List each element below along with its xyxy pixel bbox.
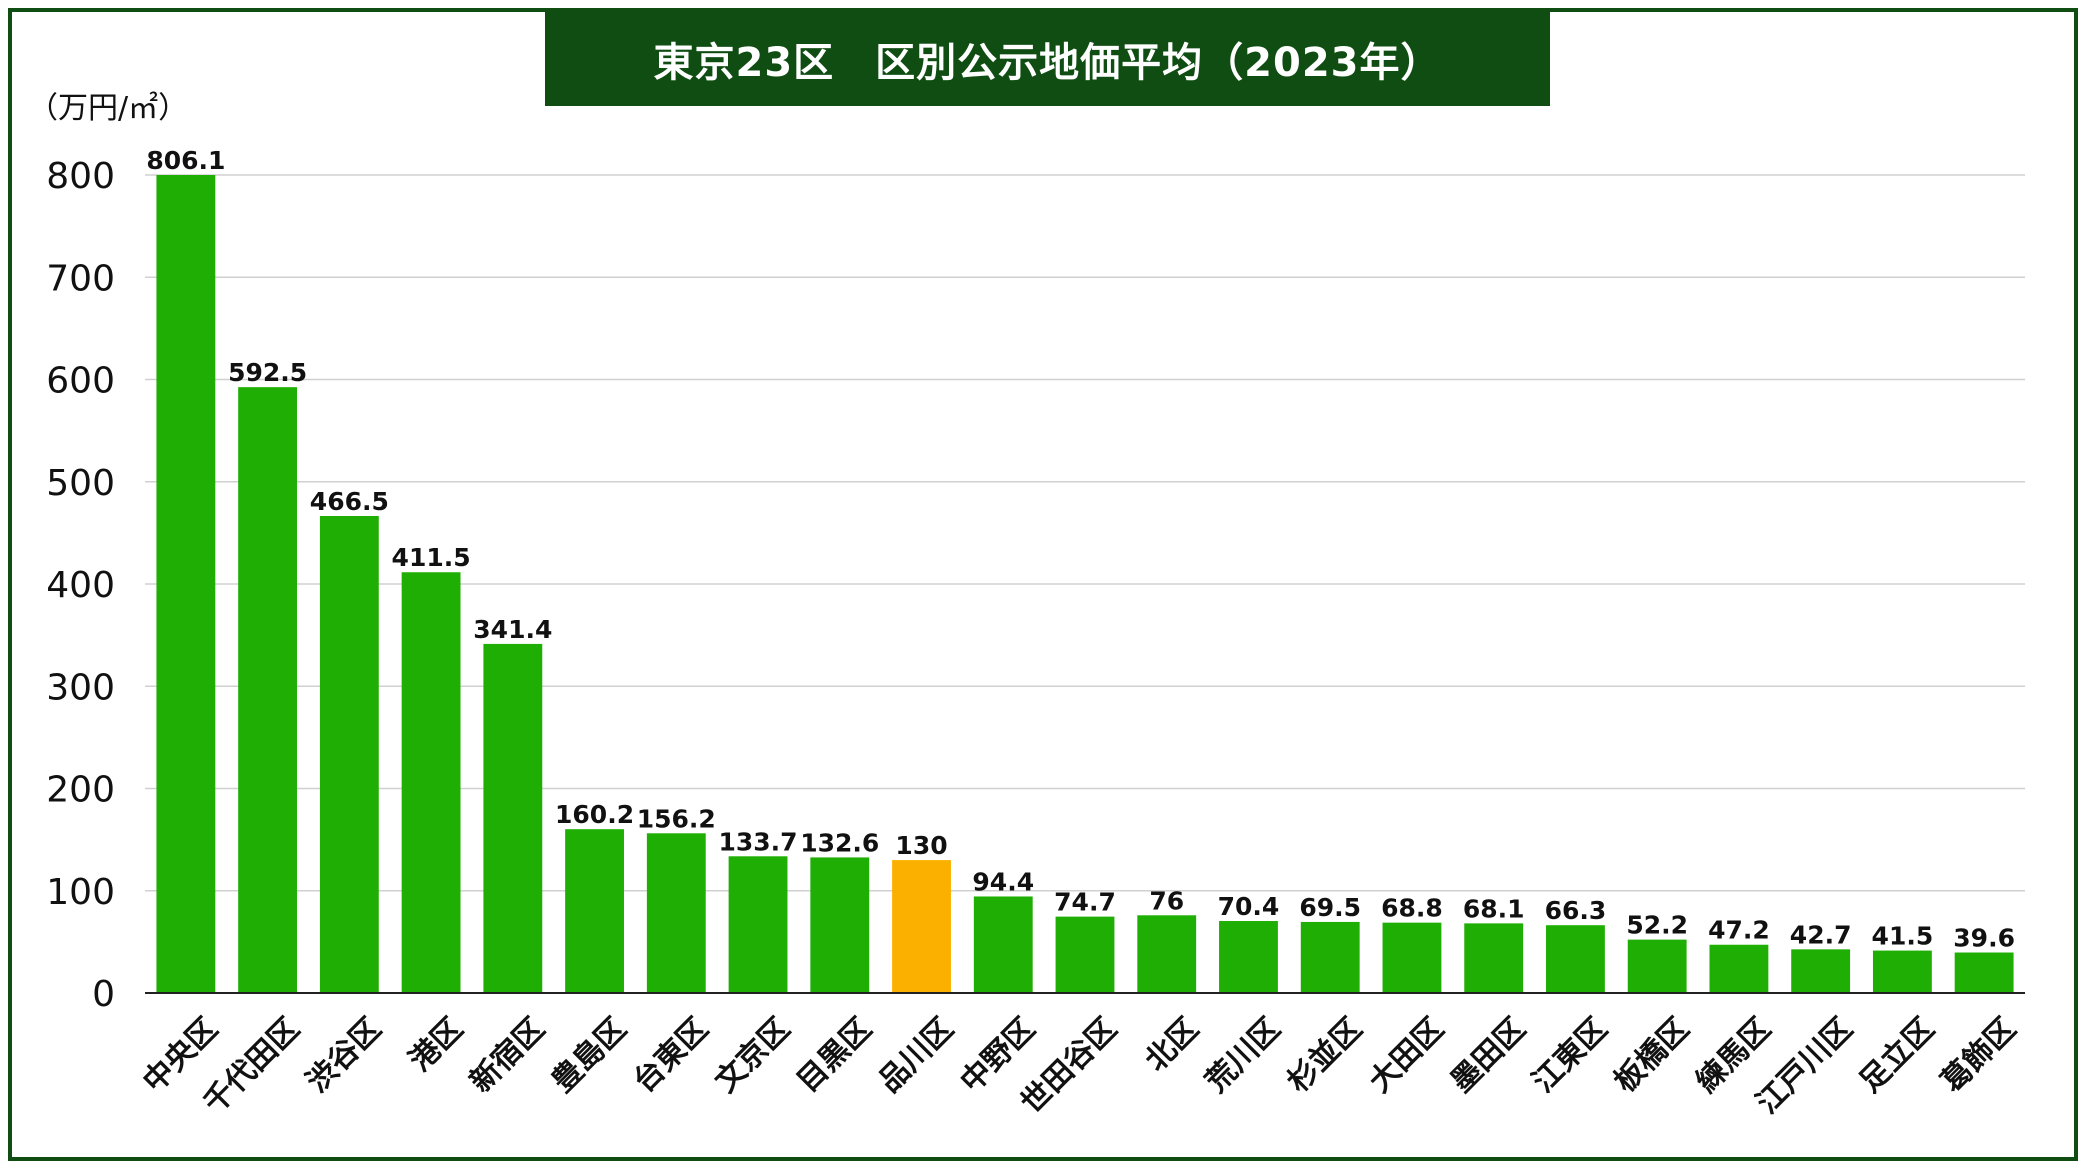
bar-2	[319, 516, 379, 993]
data-label: 66.3	[1545, 896, 1607, 925]
bar-6	[646, 833, 706, 993]
data-label: 411.5	[392, 543, 471, 572]
bar-8	[810, 857, 870, 993]
bar-12	[1137, 915, 1197, 993]
bar-16	[1464, 923, 1524, 993]
bar-18	[1627, 939, 1687, 993]
bar-10	[973, 896, 1033, 993]
data-label: 133.7	[719, 827, 798, 856]
data-label: 41.5	[1872, 922, 1934, 951]
bar-13	[1219, 921, 1278, 993]
y-axis-ticks: 0 100 200 300 400 500 600 700 800	[46, 156, 115, 1015]
x-tick-label: 豊島区	[545, 1011, 633, 1099]
data-label: 94.4	[972, 867, 1034, 896]
x-tick-label: 品川区	[872, 1011, 960, 1099]
y-tick-label: 200	[46, 770, 115, 811]
x-tick-label: 足立区	[1853, 1011, 1941, 1099]
data-label: 68.1	[1463, 894, 1525, 923]
y-tick-label: 800	[46, 156, 115, 197]
bar-7	[728, 856, 788, 993]
bars	[156, 175, 2014, 993]
chart-title-banner: 東京23区 区別公示地価平均（2023年）	[545, 12, 1550, 106]
data-label: 76	[1149, 886, 1184, 915]
x-tick-label: 台東区	[627, 1011, 715, 1099]
x-tick-label: 荒川区	[1199, 1011, 1287, 1099]
bar-5	[565, 829, 624, 993]
chart-frame	[8, 8, 2078, 1161]
bar-15	[1382, 922, 1442, 993]
x-tick-label: 新宿区	[463, 1011, 551, 1099]
y-tick-label: 700	[46, 258, 115, 299]
data-label: 74.7	[1054, 888, 1116, 917]
x-tick-label: 葛飾区	[1934, 1011, 2023, 1100]
bar-3	[401, 572, 461, 993]
bar-21	[1872, 950, 1932, 993]
bar-1	[238, 387, 298, 993]
data-label: 42.7	[1790, 920, 1852, 949]
x-tick-label: 墨田区	[1444, 1011, 1532, 1099]
data-label: 39.6	[1953, 924, 2015, 953]
data-label: 466.5	[310, 487, 389, 516]
data-label: 47.2	[1708, 916, 1770, 945]
bar-14	[1300, 921, 1360, 993]
x-tick-label: 板橋区	[1608, 1011, 1696, 1099]
x-tick-label: 港区	[403, 1011, 470, 1078]
x-tick-label: 文京区	[709, 1011, 797, 1099]
chart-title: 東京23区 区別公示地価平均（2023年）	[653, 40, 1442, 86]
data-label: 132.6	[800, 828, 879, 857]
bar-4	[483, 643, 543, 993]
data-label: 341.4	[473, 615, 552, 644]
x-tick-label: 大田区	[1362, 1011, 1450, 1099]
y-tick-label: 400	[46, 565, 115, 606]
bar-22	[1954, 952, 2014, 993]
bar-11	[1055, 916, 1115, 993]
data-label: 806.1	[146, 146, 225, 175]
x-tick-label: 目黒区	[790, 1011, 878, 1099]
y-axis-unit-label: （万円/㎡）	[28, 91, 188, 126]
data-label: 69.5	[1299, 893, 1361, 922]
data-label: 156.2	[637, 804, 716, 833]
data-label: 160.2	[555, 800, 634, 829]
x-tick-label: 杉並区	[1281, 1011, 1369, 1099]
data-label: 592.5	[228, 358, 307, 387]
bar-20	[1791, 949, 1851, 993]
bar-19	[1709, 944, 1769, 993]
data-label: 52.2	[1626, 911, 1688, 940]
y-tick-label: 500	[46, 463, 115, 504]
data-label: 68.8	[1381, 894, 1443, 923]
bar-0	[156, 175, 216, 993]
x-tick-label: 渋谷区	[300, 1011, 388, 1099]
data-label: 70.4	[1218, 892, 1280, 921]
x-tick-label: 江東区	[1526, 1011, 1614, 1099]
data-label: 130	[895, 831, 947, 860]
y-tick-label: 300	[46, 667, 115, 708]
x-tick-label: 北区	[1138, 1011, 1205, 1078]
y-tick-label: 100	[46, 872, 115, 913]
bar-17	[1546, 925, 1605, 993]
y-tick-label: 600	[46, 361, 115, 402]
bar-9	[892, 860, 951, 993]
y-tick-label: 0	[92, 974, 115, 1015]
